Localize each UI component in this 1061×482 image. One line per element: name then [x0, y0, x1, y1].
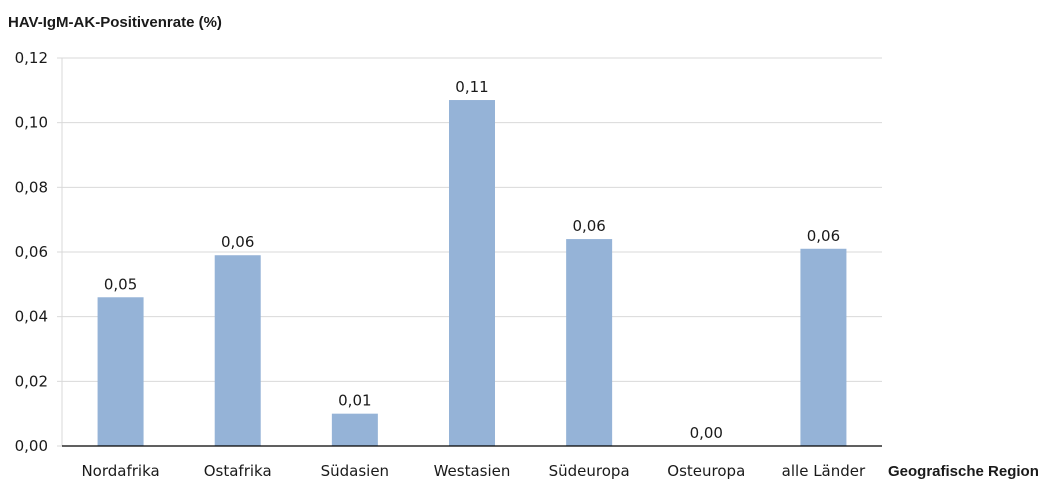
- x-axis-categories: Nordafrika Ostafrika Südasien Westasien Süde…: [81, 462, 866, 480]
- data-labels: 0,05 0,06 0,01 0,11 0,06 0,00 0,06: [104, 78, 840, 442]
- y-tick-label: 0,12: [15, 49, 48, 67]
- bar: [97, 297, 144, 446]
- bar: [214, 255, 261, 446]
- category-label: Südeuropa: [549, 462, 630, 480]
- y-axis-ticks: 0,00 0,02 0,04 0,06 0,08 0,10 0,12: [15, 49, 63, 455]
- y-tick-label: 0,08: [15, 178, 48, 196]
- category-label: Nordafrika: [81, 462, 159, 480]
- category-label: Südasien: [321, 462, 389, 480]
- bar: [800, 248, 847, 446]
- chart-title: HAV-IgM-AK-Positivenrate (%): [8, 14, 222, 31]
- category-label: Westasien: [434, 462, 511, 480]
- category-label: Ostafrika: [204, 462, 272, 480]
- y-tick-label: 0,02: [15, 372, 48, 390]
- data-label: 0,06: [221, 233, 254, 251]
- data-label: 0,06: [572, 217, 605, 235]
- data-label: 0,11: [455, 78, 488, 96]
- category-label: alle Länder: [782, 462, 866, 480]
- y-tick-label: 0,00: [15, 437, 48, 455]
- category-label: Osteuropa: [667, 462, 745, 480]
- bar: [331, 413, 378, 446]
- data-label: 0,05: [104, 275, 137, 293]
- bar: [449, 100, 495, 447]
- x-axis-title: Geografische Region: [888, 463, 1039, 480]
- y-tick-label: 0,06: [15, 243, 48, 261]
- y-tick-label: 0,04: [15, 308, 48, 326]
- bars: [97, 100, 847, 447]
- data-label: 0,06: [807, 227, 840, 245]
- data-label: 0,01: [338, 392, 371, 410]
- y-tick-label: 0,10: [15, 114, 48, 132]
- bar: [566, 239, 613, 446]
- data-label: 0,00: [690, 424, 723, 442]
